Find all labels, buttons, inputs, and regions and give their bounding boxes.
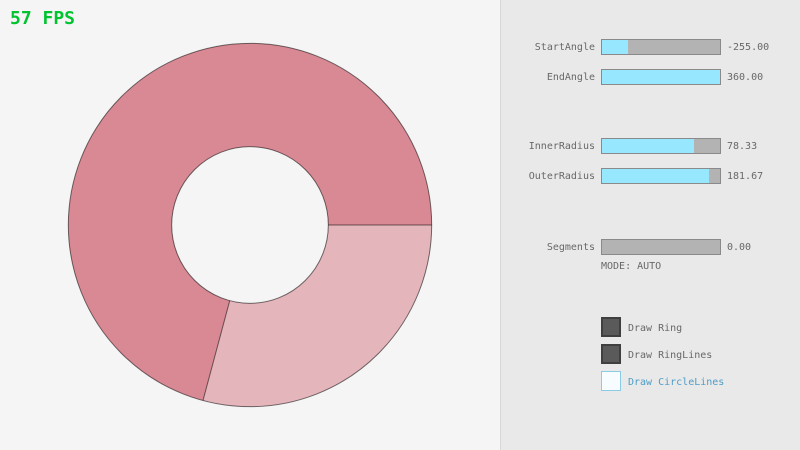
draw-circlelines-checkbox-label: Draw CircleLines [628,377,725,388]
draw-circlelines-checkbox-box[interactable] [601,371,621,391]
segments-value: 0.00 [727,242,752,253]
controls-panel: StartAngle -255.00 EndAngle 360.00 Inner… [500,0,800,450]
start-angle-label: StartAngle [534,42,595,53]
start-angle-value: -255.00 [727,42,770,53]
inner-radius-label: InnerRadius [528,141,595,152]
mode-text: MODE: AUTO [601,261,662,272]
draw-ringlines-checkbox-box[interactable] [601,344,621,364]
inner-radius-slider[interactable] [601,138,721,154]
draw-ringlines-checkbox-label: Draw RingLines [628,350,713,361]
outer-radius-slider[interactable] [601,168,721,184]
inner-radius-slider-fill [602,139,695,153]
slider-row-outer-radius: OuterRadius 181.67 [501,168,800,184]
outer-radius-slider-fill [602,169,710,183]
end-angle-label: EndAngle [546,72,595,83]
slider-row-start-angle: StartAngle -255.00 [501,39,800,55]
start-angle-slider-fill [602,40,628,54]
end-angle-value: 360.00 [727,72,764,83]
slider-row-inner-radius: InnerRadius 78.33 [501,138,800,154]
slider-row-segments: Segments 0.00 [501,239,800,255]
fps-counter: 57 FPS [10,8,76,29]
inner-radius-value: 78.33 [727,141,758,152]
end-angle-slider[interactable] [601,69,721,85]
segments-label: Segments [546,242,595,253]
slider-row-end-angle: EndAngle 360.00 [501,69,800,85]
ring-canvas [67,42,433,408]
outer-radius-label: OuterRadius [528,171,595,182]
draw-ring-checkbox-box[interactable] [601,317,621,337]
draw-ring-checkbox-label: Draw Ring [628,323,683,334]
end-angle-slider-fill [602,70,720,84]
start-angle-slider[interactable] [601,39,721,55]
segments-slider[interactable] [601,239,721,255]
outer-radius-value: 181.67 [727,171,764,182]
